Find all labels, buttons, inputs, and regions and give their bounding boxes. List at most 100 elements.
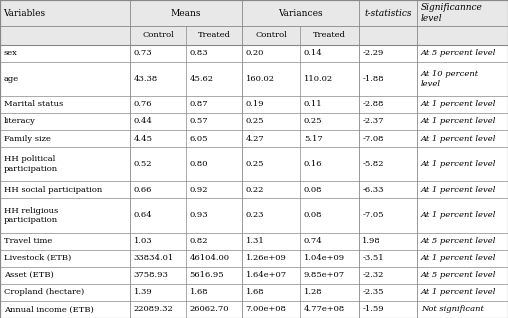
Text: 0.57: 0.57	[189, 117, 208, 125]
Text: At 1 percent level: At 1 percent level	[421, 254, 496, 262]
Text: 3758.93: 3758.93	[134, 271, 169, 279]
Text: At 1 percent level: At 1 percent level	[421, 117, 496, 125]
Text: 1.64e+07: 1.64e+07	[245, 271, 287, 279]
Text: At 5 percent level: At 5 percent level	[421, 271, 496, 279]
Text: -6.33: -6.33	[362, 186, 384, 194]
Text: Travel time: Travel time	[4, 237, 52, 245]
Text: 0.19: 0.19	[245, 100, 264, 108]
Text: HH social participation: HH social participation	[4, 186, 102, 194]
Text: 0.16: 0.16	[304, 160, 323, 168]
Text: 0.87: 0.87	[189, 100, 208, 108]
Text: 0.82: 0.82	[189, 237, 208, 245]
Text: At 1 percent level: At 1 percent level	[421, 100, 496, 108]
Text: Treated: Treated	[198, 31, 231, 39]
Text: 0.11: 0.11	[304, 100, 323, 108]
Text: 0.73: 0.73	[134, 49, 152, 57]
Text: Treated: Treated	[313, 31, 346, 39]
Text: 7.00e+08: 7.00e+08	[245, 306, 287, 314]
Text: Asset (ETB): Asset (ETB)	[4, 271, 53, 279]
Text: -7.05: -7.05	[362, 211, 384, 219]
Text: 45.62: 45.62	[189, 75, 213, 83]
Text: 0.83: 0.83	[189, 49, 208, 57]
Text: Control: Control	[142, 31, 174, 39]
Text: 4.45: 4.45	[134, 135, 153, 142]
Bar	[0, 26, 508, 45]
Text: 22089.32: 22089.32	[134, 306, 173, 314]
Text: 0.76: 0.76	[134, 100, 152, 108]
Text: 1.68: 1.68	[245, 288, 264, 296]
Text: 0.80: 0.80	[189, 160, 208, 168]
Text: 0.66: 0.66	[134, 186, 152, 194]
Text: 1.98: 1.98	[362, 237, 381, 245]
Text: 0.25: 0.25	[304, 117, 323, 125]
Text: 4.27: 4.27	[245, 135, 264, 142]
Text: 0.08: 0.08	[304, 186, 323, 194]
Text: -2.32: -2.32	[362, 271, 384, 279]
Text: 0.52: 0.52	[134, 160, 152, 168]
Text: 0.08: 0.08	[304, 211, 323, 219]
Text: 5616.95: 5616.95	[189, 271, 224, 279]
Text: 33834.01: 33834.01	[134, 254, 174, 262]
Text: 0.44: 0.44	[134, 117, 152, 125]
Text: 1.26e+09: 1.26e+09	[245, 254, 287, 262]
Text: -5.82: -5.82	[362, 160, 384, 168]
Text: 0.25: 0.25	[245, 117, 264, 125]
Text: -2.88: -2.88	[362, 100, 384, 108]
Text: Cropland (hectare): Cropland (hectare)	[4, 288, 84, 296]
Text: 1.03: 1.03	[134, 237, 152, 245]
Text: 1.04e+09: 1.04e+09	[304, 254, 345, 262]
Text: sex: sex	[4, 49, 17, 57]
Text: Significannce
level: Significannce level	[421, 3, 483, 23]
Text: -2.29: -2.29	[362, 49, 384, 57]
Text: At 5 percent level: At 5 percent level	[421, 49, 496, 57]
Text: t-statistics: t-statistics	[364, 9, 412, 17]
Text: 43.38: 43.38	[134, 75, 158, 83]
Text: Means: Means	[171, 9, 201, 17]
Text: At 1 percent level: At 1 percent level	[421, 211, 496, 219]
Text: 26062.70: 26062.70	[189, 306, 229, 314]
Text: Annual income (ETB): Annual income (ETB)	[4, 306, 93, 314]
Text: age: age	[4, 75, 19, 83]
Text: At 1 percent level: At 1 percent level	[421, 288, 496, 296]
Text: 6.05: 6.05	[189, 135, 208, 142]
Text: 0.25: 0.25	[245, 160, 264, 168]
Text: 0.22: 0.22	[245, 186, 264, 194]
Text: HH political
participation: HH political participation	[4, 155, 58, 173]
Text: 0.93: 0.93	[189, 211, 208, 219]
Text: At 10 percent
level: At 10 percent level	[421, 70, 479, 87]
Text: 5.17: 5.17	[304, 135, 323, 142]
Text: 0.14: 0.14	[304, 49, 323, 57]
Text: Not significant: Not significant	[421, 306, 484, 314]
Text: -2.35: -2.35	[362, 288, 384, 296]
Text: At 1 percent level: At 1 percent level	[421, 160, 496, 168]
Text: literacy: literacy	[4, 117, 36, 125]
Text: At 1 percent level: At 1 percent level	[421, 186, 496, 194]
Text: -2.37: -2.37	[362, 117, 384, 125]
Text: Marital status: Marital status	[4, 100, 63, 108]
Text: Livestock (ETB): Livestock (ETB)	[4, 254, 71, 262]
Bar	[0, 0, 508, 26]
Text: 1.31: 1.31	[245, 237, 264, 245]
Text: -7.08: -7.08	[362, 135, 384, 142]
Text: 1.68: 1.68	[189, 288, 208, 296]
Text: 1.39: 1.39	[134, 288, 152, 296]
Text: Variances: Variances	[278, 9, 323, 17]
Text: At 5 percent level: At 5 percent level	[421, 237, 496, 245]
Text: 0.23: 0.23	[245, 211, 264, 219]
Text: Family size: Family size	[4, 135, 50, 142]
Text: HH religious
participation: HH religious participation	[4, 207, 58, 224]
Text: 0.20: 0.20	[245, 49, 264, 57]
Text: -1.88: -1.88	[362, 75, 384, 83]
Text: 160.02: 160.02	[245, 75, 274, 83]
Text: 110.02: 110.02	[304, 75, 333, 83]
Text: 0.74: 0.74	[304, 237, 323, 245]
Text: 0.64: 0.64	[134, 211, 152, 219]
Text: 9.85e+07: 9.85e+07	[304, 271, 345, 279]
Text: 46104.00: 46104.00	[189, 254, 230, 262]
Text: Control: Control	[255, 31, 287, 39]
Text: Variables: Variables	[4, 9, 46, 17]
Text: 4.77e+08: 4.77e+08	[304, 306, 345, 314]
Text: 0.92: 0.92	[189, 186, 208, 194]
Text: -3.51: -3.51	[362, 254, 384, 262]
Text: -1.59: -1.59	[362, 306, 384, 314]
